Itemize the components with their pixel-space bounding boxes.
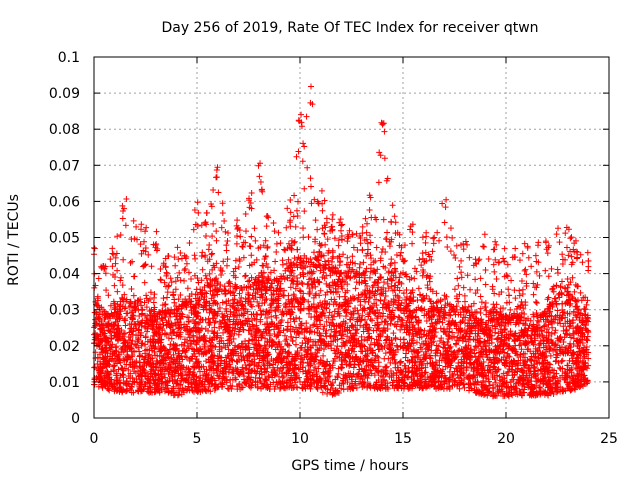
data-point <box>219 299 226 306</box>
data-point <box>167 341 174 348</box>
data-point <box>125 334 132 341</box>
data-point <box>276 328 283 335</box>
data-point <box>540 323 547 330</box>
data-point <box>378 343 385 350</box>
data-point <box>282 338 289 345</box>
data-point <box>391 351 398 358</box>
data-point <box>231 292 238 299</box>
data-point <box>344 333 351 340</box>
data-point <box>246 295 253 302</box>
data-point <box>559 357 566 364</box>
data-point <box>413 339 420 346</box>
data-point <box>144 328 151 335</box>
data-point <box>534 348 541 355</box>
data-point <box>325 314 332 321</box>
data-point <box>274 364 281 371</box>
data-point <box>438 335 445 342</box>
data-point <box>139 340 146 347</box>
data-point <box>302 367 309 374</box>
data-point <box>293 314 300 321</box>
data-point <box>380 279 387 286</box>
data-point <box>196 319 203 326</box>
data-point <box>126 337 133 344</box>
data-point <box>152 352 159 359</box>
data-point <box>469 374 476 381</box>
data-point <box>142 341 149 348</box>
data-point <box>387 320 394 327</box>
data-point <box>142 334 149 341</box>
data-point <box>395 314 402 321</box>
data-point <box>414 350 421 357</box>
data-points <box>91 83 592 400</box>
data-point <box>298 279 305 286</box>
data-point <box>201 299 208 306</box>
data-point <box>289 300 296 307</box>
data-point <box>136 348 143 355</box>
data-point <box>556 364 563 371</box>
data-point <box>175 325 182 332</box>
data-point <box>566 296 573 303</box>
data-point <box>541 322 548 329</box>
data-point <box>172 320 179 327</box>
data-point <box>407 343 414 350</box>
data-point <box>352 285 359 292</box>
data-point <box>258 292 265 299</box>
data-point <box>452 340 459 347</box>
data-point <box>400 290 407 297</box>
data-point <box>257 307 264 314</box>
data-point <box>317 299 324 306</box>
data-point <box>246 362 253 369</box>
data-point <box>566 357 573 364</box>
data-point <box>236 290 243 297</box>
data-point <box>375 359 382 366</box>
data-point <box>303 320 310 327</box>
data-point <box>229 357 236 364</box>
data-point <box>307 263 314 270</box>
data-point <box>205 383 212 390</box>
